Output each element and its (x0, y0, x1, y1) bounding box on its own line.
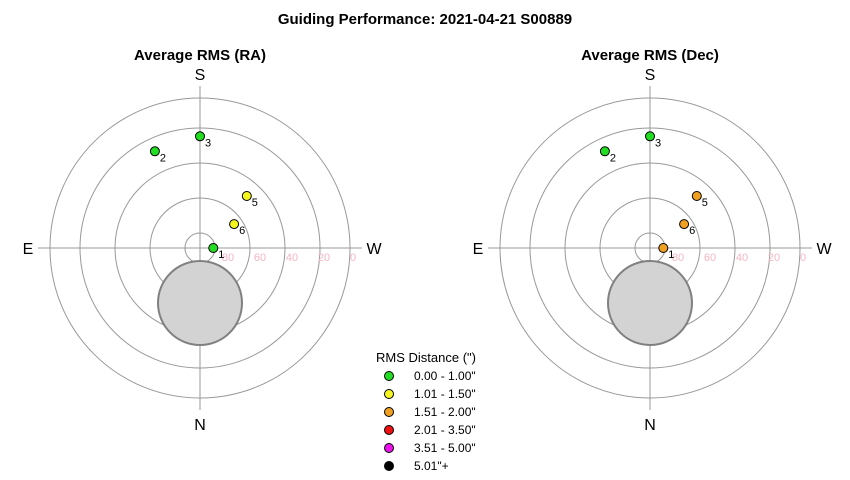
legend-marker (384, 443, 394, 453)
data-point (241, 191, 252, 201)
data-point (229, 219, 240, 230)
data-point (149, 146, 160, 157)
point-label: 1 (668, 249, 674, 261)
legend-item-label: 5.01"+ (414, 459, 449, 473)
point-label: 6 (689, 225, 695, 237)
data-point (645, 131, 655, 142)
panel-title: Average RMS (Dec) (581, 47, 719, 64)
point-label: 3 (655, 137, 661, 149)
data-point (658, 243, 669, 253)
altitude-tick-label: 20 (768, 252, 780, 264)
point-label: 2 (610, 152, 616, 164)
legend-marker (384, 461, 394, 471)
polar-panel-dec: Average RMS (Dec) S N E W 80 60 40 20 0 1 2 3 5 6 (473, 47, 833, 434)
cardinal-e: E (473, 241, 484, 258)
cardinal-w: W (816, 241, 832, 258)
altitude-tick-label: 20 (318, 252, 330, 264)
data-point (691, 191, 702, 201)
data-point (208, 243, 219, 253)
legend: RMS Distance (") 0.00 - 1.00" 1.01 - 1.50"… (376, 350, 476, 473)
legend-item-label: 3.51 - 5.00" (414, 441, 476, 455)
legend-title: RMS Distance (") (376, 350, 476, 365)
cardinal-s: S (195, 67, 206, 84)
panel-title: Average RMS (RA) (134, 47, 266, 64)
point-label: 5 (252, 197, 258, 209)
altitude-tick-label: 80 (222, 252, 234, 264)
data-point (679, 219, 690, 230)
altitude-tick-label: 80 (672, 252, 684, 264)
point-label: 5 (702, 197, 708, 209)
point-label: 1 (218, 249, 224, 261)
obstruction-disc (607, 260, 693, 346)
cardinal-w: W (366, 241, 382, 258)
legend-item-label: 2.01 - 3.50" (414, 423, 476, 437)
cardinal-s: S (645, 67, 656, 84)
legend-marker (384, 371, 394, 381)
altitude-tick-label: 60 (254, 252, 266, 264)
legend-marker (384, 425, 394, 435)
altitude-tick-label: 40 (286, 252, 298, 264)
legend-marker (384, 389, 394, 399)
legend-item-label: 1.01 - 1.50" (414, 387, 476, 401)
legend-item-label: 0.00 - 1.00" (414, 369, 476, 383)
obstruction-disc (157, 260, 243, 346)
point-label: 2 (160, 152, 166, 164)
data-point (599, 146, 610, 157)
polar-panel-ra: Average RMS (RA) S N E W 80 60 40 20 0 1 2 3 5 6 (23, 47, 383, 434)
cardinal-n: N (644, 417, 656, 434)
cardinal-e: E (23, 241, 34, 258)
altitude-tick-label: 60 (704, 252, 716, 264)
chart-title: Guiding Performance: 2021-04-21 S00889 (278, 11, 572, 28)
cardinal-n: N (194, 417, 206, 434)
legend-marker (384, 407, 394, 417)
data-point (195, 131, 205, 142)
altitude-tick-label: 0 (350, 252, 356, 264)
point-label: 6 (239, 225, 245, 237)
altitude-tick-label: 0 (800, 252, 806, 264)
legend-item-label: 1.51 - 2.00" (414, 405, 476, 419)
point-label: 3 (205, 137, 211, 149)
altitude-tick-label: 40 (736, 252, 748, 264)
